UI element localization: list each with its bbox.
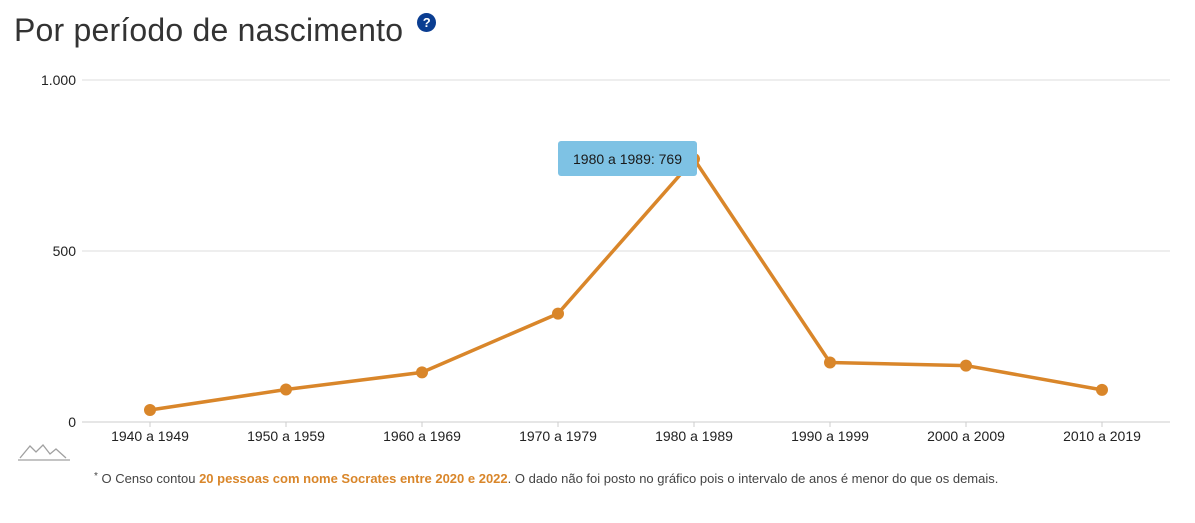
- x-tick-label: 1950 a 1959: [247, 428, 325, 444]
- footnote-prefix: O Censo contou: [97, 471, 200, 486]
- chart-header: Por período de nascimento ?: [14, 8, 437, 52]
- page-title: Por período de nascimento: [14, 12, 404, 48]
- y-tick-label: 1.000: [41, 72, 76, 88]
- x-tick-label: 1980 a 1989: [655, 428, 733, 444]
- data-point[interactable]: [416, 366, 428, 379]
- data-point[interactable]: [824, 356, 836, 369]
- x-axis-ticks: 1940 a 1949 1950 a 1959 1960 a 1969 1970 a …: [111, 422, 1141, 444]
- y-axis-ticks: 0 500 1.000: [41, 72, 76, 430]
- grid-lines: [82, 79, 1170, 423]
- footnote-suffix: . O dado não foi posto no gráfico pois o…: [507, 471, 999, 486]
- data-point[interactable]: [144, 404, 156, 417]
- data-tooltip: 1980 a 1989: 769: [558, 141, 697, 176]
- footnote-highlight: 20 pessoas com nome Socrates entre 2020 …: [199, 471, 508, 486]
- series-line: [148, 157, 1104, 412]
- series-points: [144, 153, 1108, 417]
- data-point[interactable]: [552, 307, 564, 320]
- x-tick-label: 1960 a 1969: [383, 428, 461, 444]
- data-point[interactable]: [280, 383, 292, 396]
- footnote: * O Censo contou 20 pessoas com nome Soc…: [94, 471, 998, 486]
- y-tick-label: 0: [68, 414, 76, 430]
- x-tick-label: 1940 a 1949: [111, 428, 189, 444]
- data-point[interactable]: [960, 359, 972, 372]
- x-tick-label: 1990 a 1999: [791, 428, 869, 444]
- x-tick-label: 2010 a 2019: [1063, 428, 1141, 444]
- footnote-star: *: [94, 471, 98, 482]
- series-line-path: [148, 157, 1104, 412]
- range-selector-icon[interactable]: [18, 444, 70, 461]
- x-tick-label: 2000 a 2009: [927, 428, 1005, 444]
- data-point[interactable]: [1096, 383, 1108, 396]
- help-icon[interactable]: ?: [417, 12, 437, 32]
- x-tick-label: 1970 a 1979: [519, 428, 597, 444]
- y-tick-label: 500: [53, 243, 77, 259]
